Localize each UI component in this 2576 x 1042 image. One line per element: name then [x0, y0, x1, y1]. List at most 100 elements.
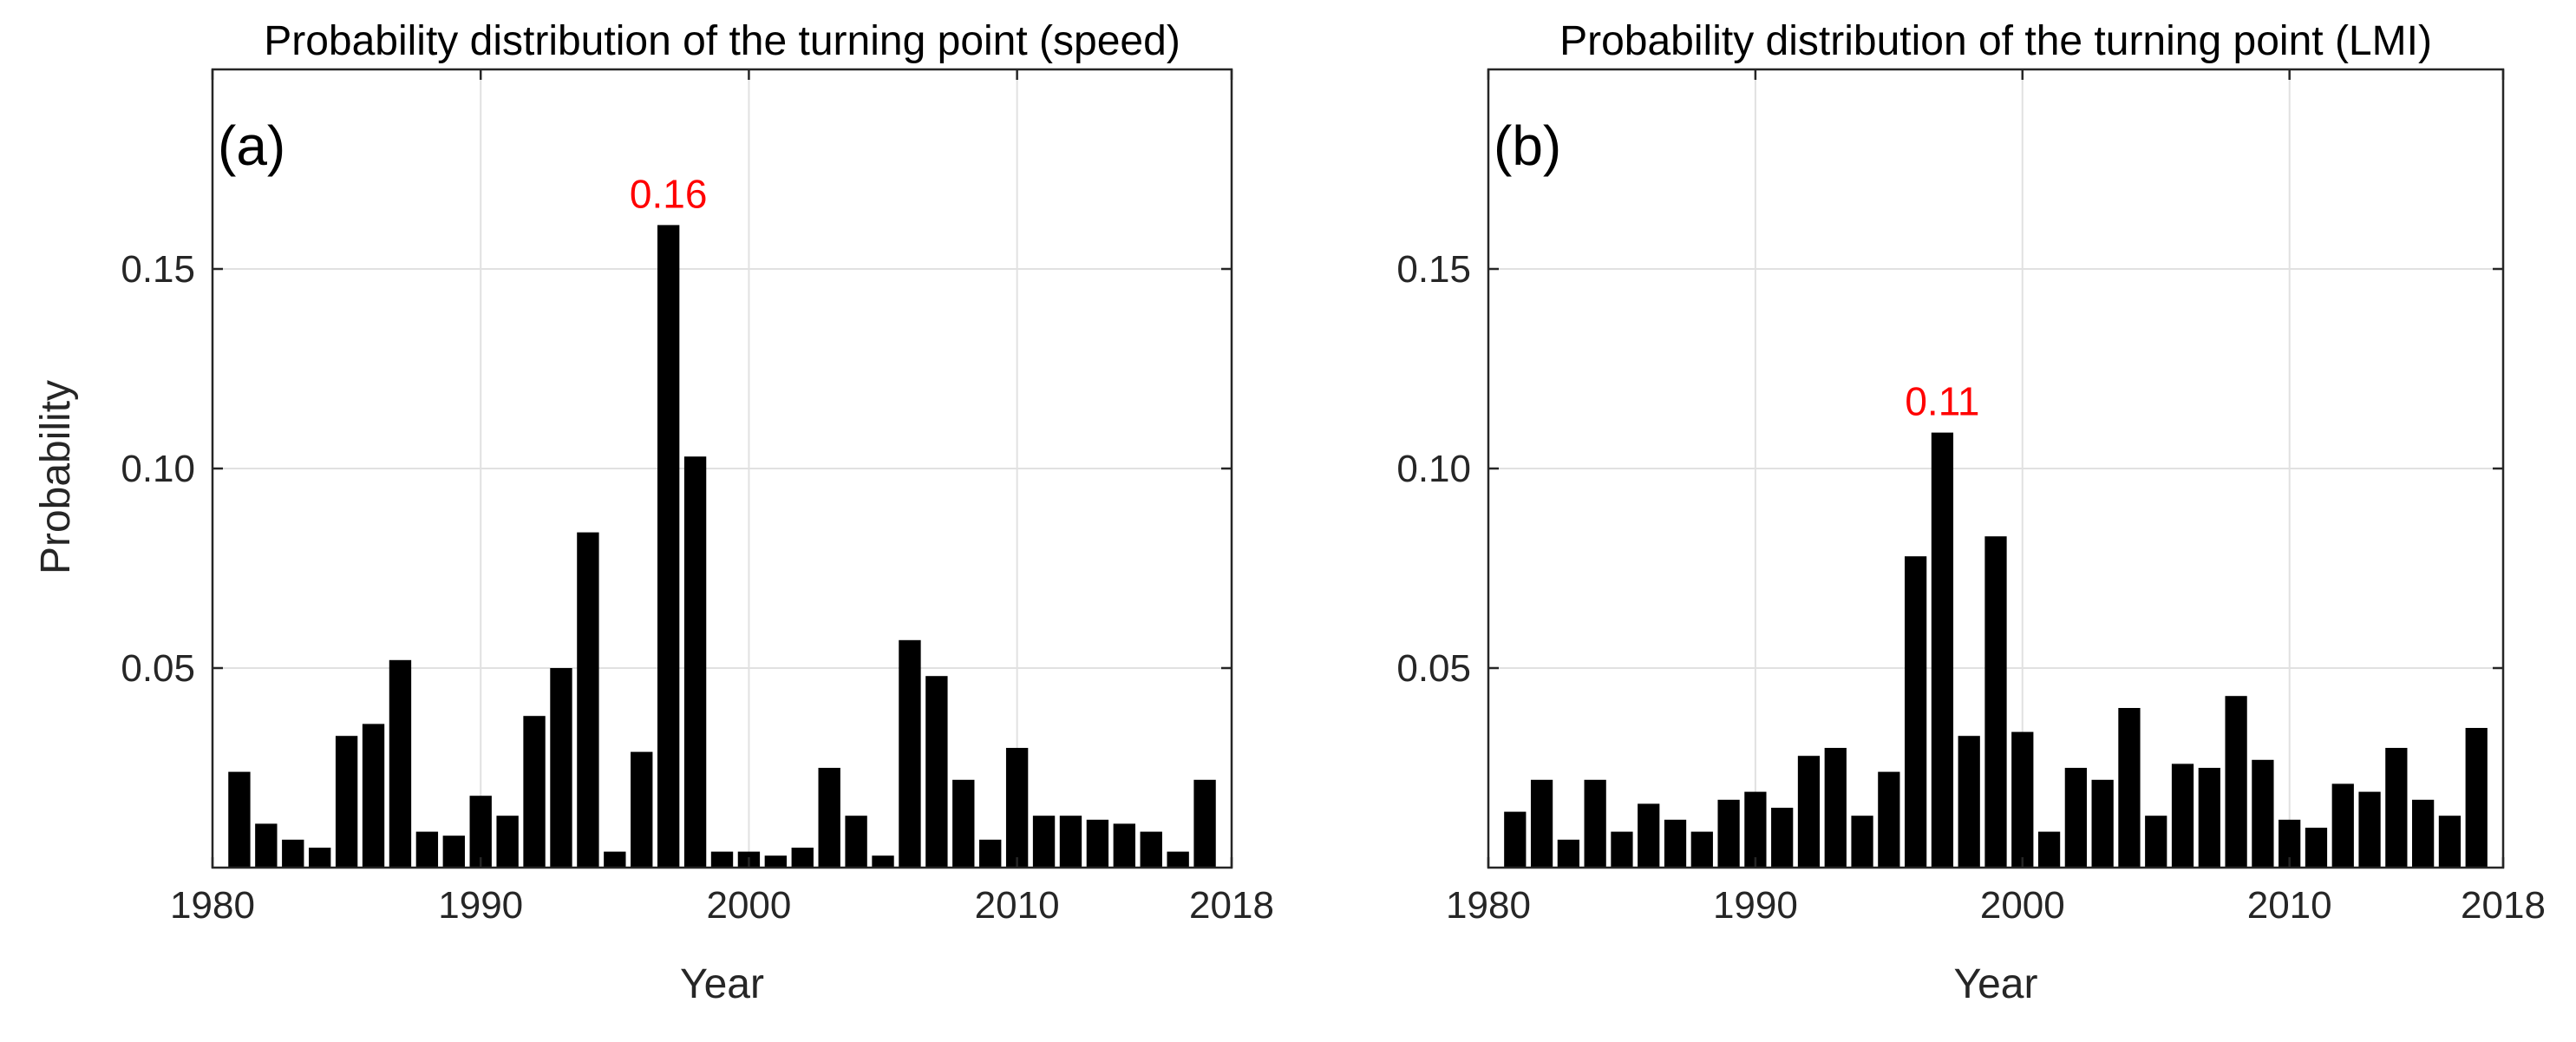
bar-1992	[523, 716, 546, 868]
bar-2004	[845, 816, 867, 868]
panel-a: 1980 1990 2000 2010 2018 0.05 0.10 0.15 Probabil…	[33, 18, 1274, 1007]
bar-1996	[1905, 556, 1927, 868]
y-tick-label: 0.05	[121, 647, 195, 690]
bar-2009	[2252, 759, 2274, 868]
bar-2015	[1140, 831, 1162, 868]
bar-1983	[1557, 839, 1579, 868]
panel-b: 1980 1990 2000 2010 2018 0.05 0.10 0.15 Probabil…	[1396, 18, 2546, 1007]
bar-1995	[604, 851, 626, 868]
peak-annotation: 0.16	[630, 171, 708, 216]
bar-1999	[710, 851, 734, 868]
bar-1984	[1584, 779, 1606, 868]
bar-1982	[255, 823, 278, 868]
y-axis-label: Probability	[33, 380, 79, 574]
bar-2005	[2145, 816, 2167, 868]
bar-2002	[791, 848, 814, 868]
y-tick-label: 0.15	[121, 248, 195, 291]
panel-label: (b)	[1494, 115, 1561, 177]
bar-1990	[1744, 791, 1767, 868]
chart-title: Probability distribution of the turning …	[264, 18, 1180, 64]
bar-2006	[899, 639, 921, 868]
bar-1989	[442, 836, 465, 868]
bar-2014	[2385, 748, 2408, 868]
bar-2012	[1059, 816, 1082, 868]
bar-2015	[2412, 799, 2435, 868]
bar-1993	[1824, 748, 1847, 868]
bar-2004	[2118, 708, 2141, 868]
bar-2011	[1032, 816, 1056, 868]
bar-2017	[1193, 779, 1216, 868]
y-tick-label: 0.05	[1396, 647, 1471, 690]
bar-1998	[1958, 736, 1980, 868]
bar-2014	[1113, 823, 1135, 868]
bar-1984	[309, 848, 331, 868]
x-tick-label: 2018	[1189, 884, 1274, 927]
bar-2000	[2011, 731, 2034, 868]
bar-2006	[2171, 763, 2194, 868]
bar-2013	[1086, 819, 1109, 868]
bar-1989	[1717, 799, 1740, 868]
panel-label: (a)	[218, 115, 285, 177]
bar-2007	[925, 676, 948, 868]
bar-1997	[1931, 432, 1954, 868]
bar-1996	[631, 751, 653, 868]
bar-1997	[657, 225, 680, 868]
bar-1994	[577, 532, 599, 868]
bar-1983	[282, 839, 304, 868]
x-tick-label: 1980	[170, 884, 255, 927]
bar-2010	[1005, 748, 1029, 868]
bar-2008	[2225, 696, 2247, 868]
peak-annotation: 0.11	[1905, 379, 1979, 424]
x-axis-label: Year	[680, 961, 764, 1007]
bar-2012	[2331, 783, 2354, 868]
bar-1985	[1611, 831, 1633, 868]
bar-1988	[1690, 831, 1713, 868]
bar-1988	[415, 831, 439, 868]
bar-2011	[2305, 828, 2328, 868]
x-tick-label: 2000	[706, 884, 791, 927]
bar-1991	[496, 816, 519, 868]
x-tick-label: 2018	[2461, 884, 2546, 927]
bar-1993	[550, 668, 572, 868]
bar-1987	[1664, 819, 1687, 868]
bar-2017	[2465, 728, 2488, 868]
y-tick-label: 0.10	[1396, 448, 1471, 490]
x-tick-label: 2000	[1980, 884, 2065, 927]
bar-2001	[764, 855, 788, 868]
x-tick-label: 1990	[438, 884, 523, 927]
bar-2008	[952, 779, 975, 868]
bar-1990	[469, 796, 492, 868]
bar-2009	[979, 839, 1002, 868]
bar-2007	[2198, 768, 2220, 868]
bar-2013	[2358, 791, 2381, 868]
bar-2001	[2037, 831, 2061, 868]
bar-1994	[1851, 816, 1873, 868]
bar-1992	[1797, 756, 1821, 868]
bar-2005	[872, 855, 894, 868]
bar-1991	[1771, 808, 1794, 868]
y-tick-label: 0.15	[1396, 248, 1471, 291]
bar-1995	[1878, 771, 1900, 868]
x-tick-label: 1980	[1446, 884, 1531, 927]
bar-1986	[362, 724, 385, 868]
x-tick-label: 2010	[975, 884, 1060, 927]
bar-2003	[818, 768, 840, 868]
bar-1981	[228, 771, 251, 868]
bar-1987	[389, 659, 412, 868]
bar-1981	[1504, 811, 1527, 868]
x-axis-label: Year	[1954, 961, 2038, 1007]
chart-title: Probability distribution of the turning …	[1559, 18, 2432, 64]
bar-1986	[1638, 803, 1660, 868]
bar-2016	[2438, 816, 2462, 868]
bar-2003	[2091, 779, 2114, 868]
x-tick-label: 2010	[2247, 884, 2332, 927]
bar-1999	[1984, 536, 2007, 868]
bar-1982	[1530, 779, 1553, 868]
bar-2016	[1167, 851, 1189, 868]
bar-1998	[683, 456, 707, 868]
y-tick-label: 0.10	[121, 448, 195, 490]
bar-1985	[335, 736, 358, 868]
bar-2002	[2064, 768, 2087, 868]
